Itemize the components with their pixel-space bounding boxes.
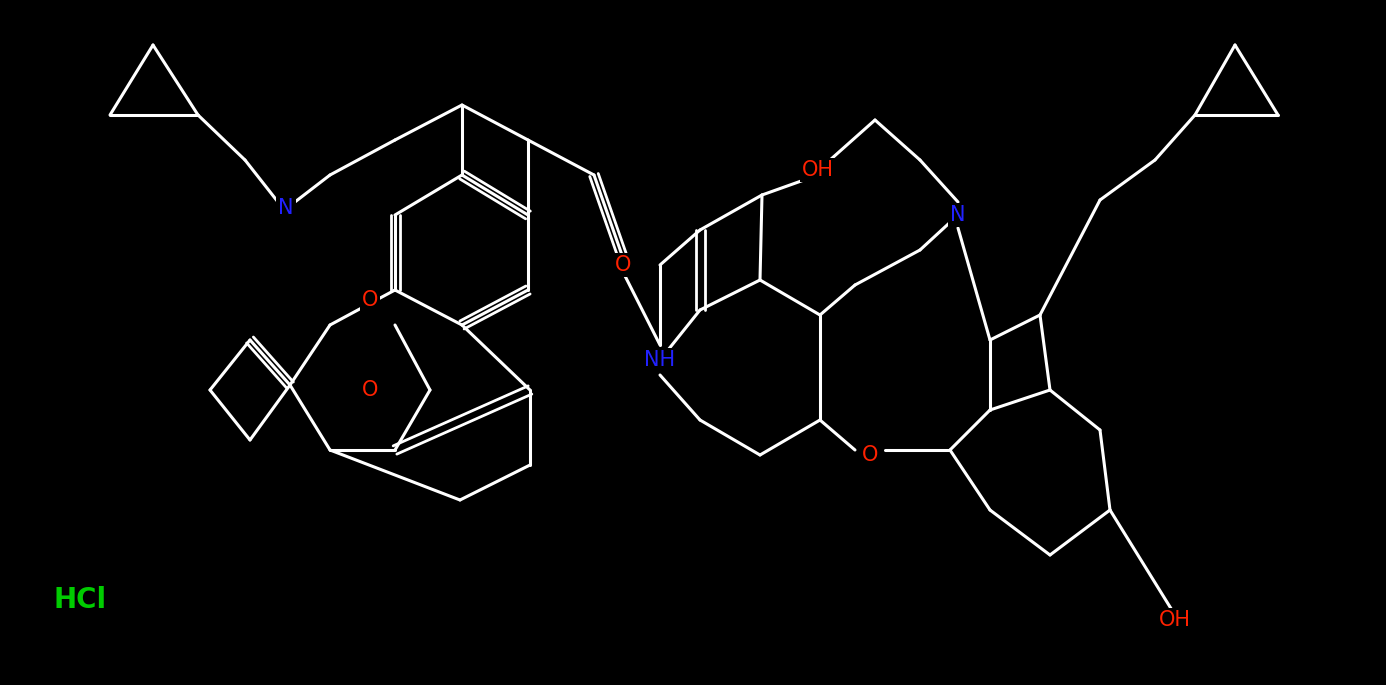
Text: OH: OH	[802, 160, 834, 180]
Text: O: O	[862, 445, 879, 465]
Text: HCl: HCl	[54, 586, 107, 614]
Text: O: O	[362, 290, 378, 310]
Text: N: N	[951, 205, 966, 225]
Text: N: N	[279, 198, 294, 218]
Text: OH: OH	[1159, 610, 1191, 630]
Text: NH: NH	[644, 350, 675, 370]
Text: O: O	[362, 380, 378, 400]
Text: O: O	[615, 255, 631, 275]
